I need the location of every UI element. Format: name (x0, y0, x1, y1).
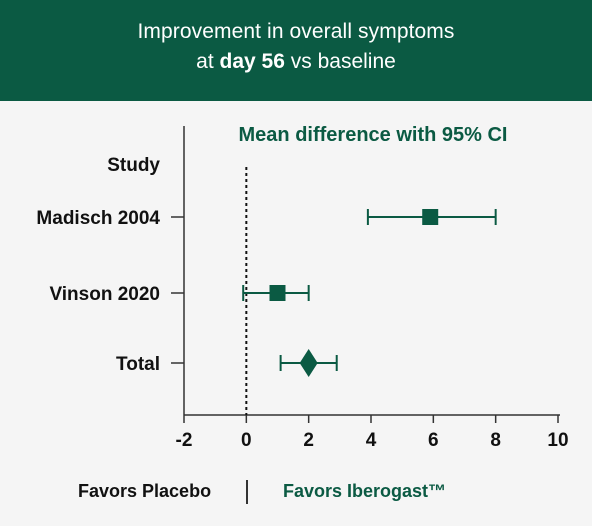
header-line2-suffix: vs baseline (284, 50, 396, 73)
header-title-line2: at day 56 vs baseline (0, 50, 592, 74)
x-tick-label: 2 (303, 430, 314, 451)
footer-divider (246, 480, 248, 504)
header-line2-prefix: at (196, 50, 220, 73)
chart-title: Mean difference with 95% CI (239, 124, 508, 146)
forest-plot: Mean difference with 95% CI Study -2 0 2 4 6… (36, 124, 568, 451)
study-row: Vinson 2020 (49, 284, 310, 305)
study-label: Madisch 2004 (36, 208, 160, 229)
x-tick-label: -2 (176, 430, 193, 451)
header-line2-bold: day 56 (219, 50, 285, 73)
study-row: Total (116, 349, 338, 377)
pooled-estimate-diamond (299, 349, 318, 377)
x-tick-label: 6 (428, 430, 439, 451)
study-row: Madisch 2004 (36, 208, 497, 229)
point-estimate-square (269, 285, 286, 301)
x-tick-label: 4 (366, 430, 377, 451)
x-tick-label: 8 (490, 430, 501, 451)
favors-iberogast-label: Favors Iberogast™ (283, 481, 447, 501)
header-title-line1: Improvement in overall symptoms (137, 20, 455, 43)
study-label: Vinson 2020 (49, 284, 160, 305)
favors-placebo-label: Favors Placebo (78, 481, 212, 501)
point-estimate-square (422, 209, 439, 225)
x-tick-label: 10 (547, 430, 568, 451)
study-label: Total (116, 354, 160, 375)
row-header-study: Study (107, 155, 160, 176)
chart-header: Improvement in overall symptoms at day 5… (0, 0, 592, 101)
x-tick-label: 0 (241, 430, 252, 451)
